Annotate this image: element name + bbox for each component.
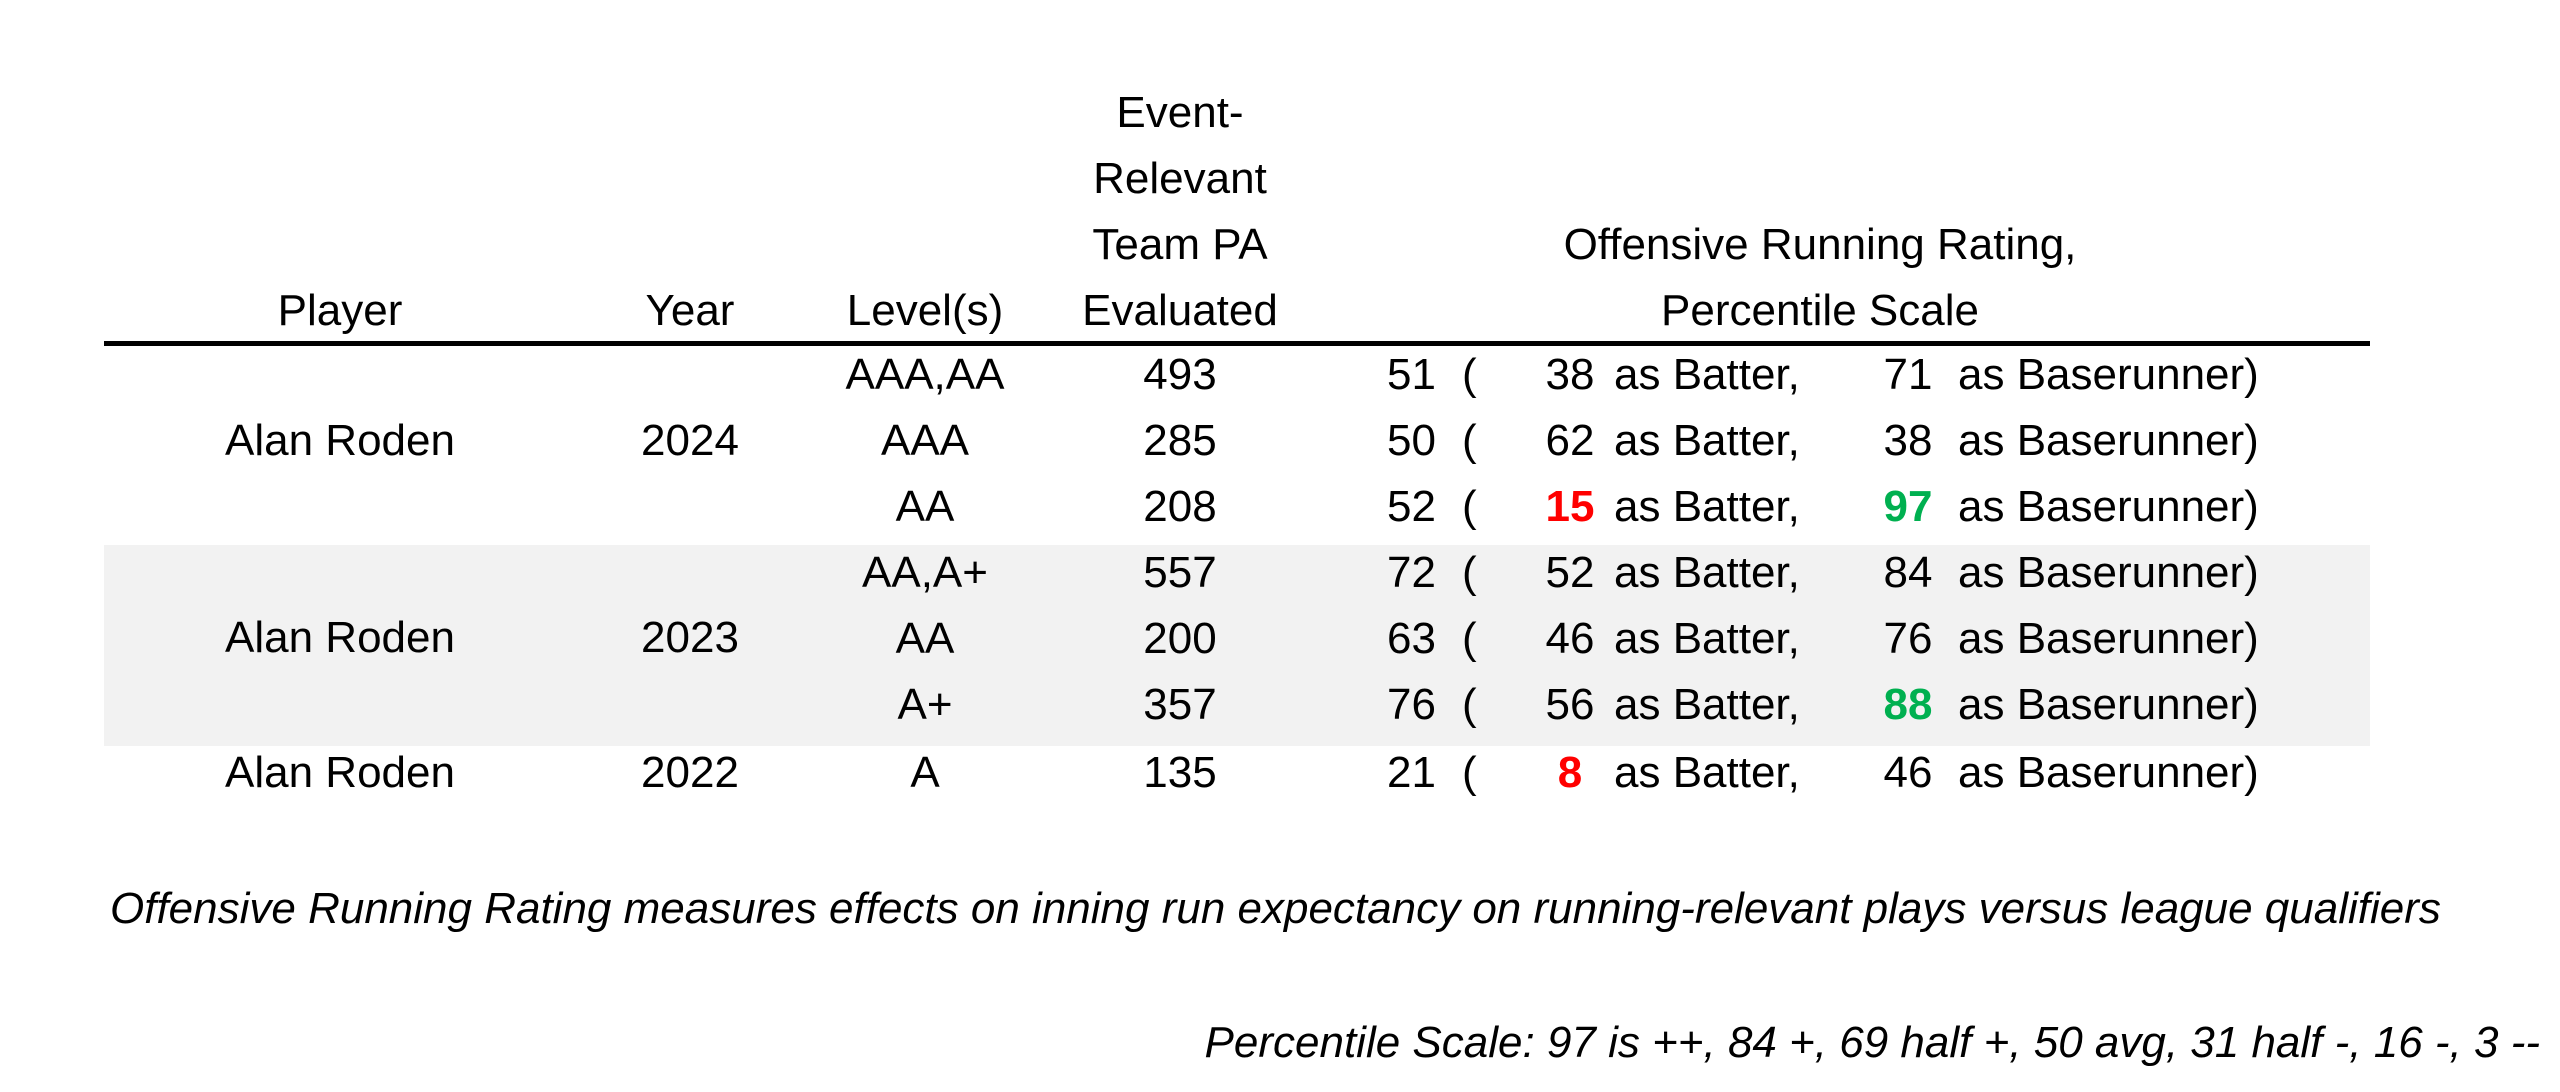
batter-label: as Batter, (1614, 614, 1800, 663)
batter-rating: 52 (1545, 548, 1595, 597)
player-name: Alan Roden (225, 748, 455, 797)
batter-label: as Batter, (1614, 548, 1800, 597)
overall-rating: 21 (1387, 748, 1436, 797)
open-paren: ( (1462, 680, 1477, 729)
pa-cell: 493 (1143, 350, 1217, 399)
baserunner-label: as Baserunner) (1958, 680, 2259, 729)
header-levels: Level(s) (846, 286, 1004, 335)
baserunner-label: as Baserunner) (1958, 748, 2259, 797)
batter-label: as Batter, (1614, 748, 1800, 797)
year: 2024 (641, 416, 739, 465)
header-year: Year (645, 286, 735, 335)
open-paren: ( (1462, 416, 1477, 465)
header-pa-line3: Team PA (1092, 220, 1268, 269)
baserunner-label: as Baserunner) (1958, 416, 2259, 465)
overall-rating: 76 (1387, 680, 1436, 729)
overall-rating: 63 (1387, 614, 1436, 663)
level-cell: A+ (897, 680, 953, 729)
header-pa-line2: Relevant (1093, 154, 1267, 203)
baserunner-label: as Baserunner) (1958, 350, 2259, 399)
row-band-2023 (104, 545, 2370, 746)
overall-rating: 51 (1387, 350, 1436, 399)
open-paren: ( (1462, 482, 1477, 531)
batter-rating: 62 (1545, 416, 1595, 465)
player-name: Alan Roden (225, 613, 455, 662)
level-cell: AA (895, 482, 955, 531)
scale-note: Percentile Scale: 97 is ++, 84 +, 69 hal… (1204, 1018, 2540, 1067)
batter-rating: 38 (1545, 350, 1595, 399)
header-rating-line1: Offensive Running Rating, (1563, 220, 2077, 269)
overall-rating: 72 (1387, 548, 1436, 597)
open-paren: ( (1462, 548, 1477, 597)
baserunner-rating: 71 (1883, 350, 1933, 399)
header-pa-line4: Evaluated (1082, 286, 1278, 335)
baserunner-rating: 46 (1883, 748, 1933, 797)
baserunner-label: as Baserunner) (1958, 614, 2259, 663)
header-pa-line1: Event- (1116, 88, 1244, 137)
pa-cell: 135 (1143, 748, 1217, 797)
pa-cell: 357 (1143, 680, 1217, 729)
player-name: Alan Roden (225, 416, 455, 465)
level-cell: AA (895, 614, 955, 663)
open-paren: ( (1462, 614, 1477, 663)
overall-rating: 50 (1387, 416, 1436, 465)
pa-cell: 285 (1143, 416, 1217, 465)
batter-label: as Batter, (1614, 350, 1800, 399)
level-cell: AA,A+ (862, 548, 988, 597)
baserunner-label: as Baserunner) (1958, 548, 2259, 597)
level-cell: AAA,AA (845, 350, 1005, 399)
pa-cell: 200 (1143, 614, 1217, 663)
header-rule (104, 341, 2370, 346)
overall-rating: 52 (1387, 482, 1436, 531)
open-paren: ( (1462, 748, 1477, 797)
definition-note: Offensive Running Rating measures effect… (110, 884, 2441, 933)
batter-rating: 8 (1557, 748, 1583, 797)
baserunner-rating: 97 (1883, 482, 1933, 531)
baserunner-rating: 88 (1883, 680, 1933, 729)
level-cell: A (910, 748, 940, 797)
batter-rating: 15 (1545, 482, 1595, 531)
batter-label: as Batter, (1614, 680, 1800, 729)
baserunner-label: as Baserunner) (1958, 482, 2259, 531)
pa-cell: 557 (1143, 548, 1217, 597)
baserunner-rating: 38 (1883, 416, 1933, 465)
header-player: Player (277, 286, 403, 335)
header-rating-line2: Percentile Scale (1661, 286, 1979, 335)
batter-rating: 46 (1545, 614, 1595, 663)
batter-label: as Batter, (1614, 416, 1800, 465)
batter-label: as Batter, (1614, 482, 1800, 531)
baserunner-rating: 84 (1883, 548, 1933, 597)
pa-cell: 208 (1143, 482, 1217, 531)
level-cell: AAA (880, 416, 970, 465)
year: 2022 (641, 748, 739, 797)
open-paren: ( (1462, 350, 1477, 399)
baserunner-rating: 76 (1883, 614, 1933, 663)
batter-rating: 56 (1545, 680, 1595, 729)
year: 2023 (641, 613, 739, 662)
